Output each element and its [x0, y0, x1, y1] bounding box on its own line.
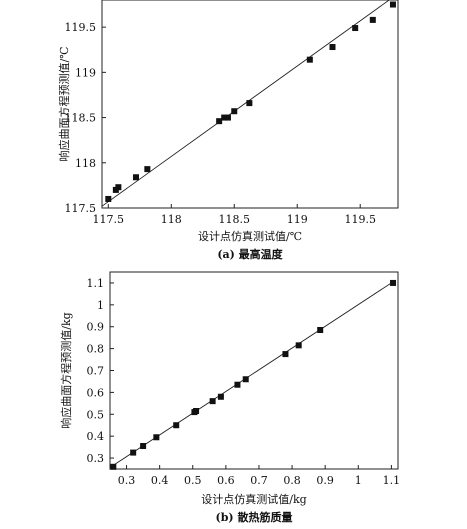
- data-point: [224, 114, 231, 121]
- y-tick-label: 1.1: [87, 277, 105, 290]
- data-point: [221, 114, 228, 121]
- data-point: [110, 463, 117, 470]
- data-point: [246, 100, 253, 107]
- y-tick-label: 0.9: [87, 321, 105, 334]
- x-tick-label: 1: [355, 474, 362, 487]
- y-tick-label: 1: [97, 299, 104, 312]
- y-tick-label: 0.3: [87, 452, 105, 465]
- data-point: [209, 398, 216, 405]
- x-tick-label: 0.6: [217, 474, 235, 487]
- panel-b-heat-sink-fin-mass: 0.3 0.4 0.5 0.6 0.7 0.8 0.9 1 1.1 0.3 0.4 0.5 0.6 0.7…: [59, 271, 401, 524]
- data-point: [295, 342, 302, 349]
- y-tick-label: 118: [75, 157, 96, 170]
- data-point: [242, 376, 249, 383]
- data-point: [234, 381, 241, 388]
- data-point: [115, 184, 122, 191]
- data-point: [130, 449, 137, 456]
- x-tick-label: 119: [287, 213, 308, 226]
- data-point: [306, 56, 313, 63]
- data-point: [389, 1, 396, 8]
- x-tick-label: 0.7: [250, 474, 268, 487]
- y-tick-label: 117.5: [65, 202, 97, 215]
- y-tick-label: 119.5: [65, 21, 97, 34]
- data-point: [352, 25, 359, 32]
- x-tick-label: 0.3: [118, 474, 136, 487]
- x-axis-label: 设计点仿真测试值/kg: [201, 492, 306, 506]
- x-axis-label: 设计点仿真测试值/℃: [198, 229, 302, 243]
- y-tick-label: 0.7: [87, 365, 105, 378]
- y-axis-label: 响应曲面方程预测值/℃: [57, 46, 71, 161]
- y-tick-label: 118.5: [65, 112, 97, 125]
- y-tick-label: 119: [75, 66, 96, 79]
- x-tick-label: 118: [161, 213, 182, 226]
- data-point: [144, 166, 151, 173]
- data-point: [317, 327, 324, 334]
- x-tick-label: 1.1: [383, 474, 401, 487]
- panel-caption: (a) 最高温度: [217, 247, 283, 261]
- panel-caption: (b) 散热筋质量: [216, 510, 293, 524]
- x-tick-label: 117.5: [93, 213, 125, 226]
- data-point: [329, 44, 336, 51]
- x-tick-label: 0.5: [184, 474, 202, 487]
- data-point: [216, 118, 223, 125]
- data-point: [153, 434, 160, 441]
- x-tick-label: 0.8: [283, 474, 301, 487]
- data-point: [193, 407, 200, 414]
- data-point: [369, 16, 376, 23]
- data-point: [105, 195, 112, 202]
- y-axis-label: 响应曲面方程预测值/kg: [59, 312, 73, 428]
- x-tick-label: 0.9: [316, 474, 334, 487]
- data-point: [231, 108, 238, 115]
- y-tick-label: 0.4: [87, 430, 105, 443]
- x-tick-label: 118.5: [219, 213, 251, 226]
- x-tick-label: 0.4: [151, 474, 169, 487]
- y-tick-label: 0.6: [87, 386, 105, 399]
- y-tick-label: 0.5: [87, 408, 105, 421]
- panel-a-max-temperature: 117.5 118 118.5 119 119.5 117.5 118 118.5 119 119…: [57, 0, 399, 261]
- data-point: [390, 279, 397, 286]
- data-point: [133, 174, 140, 181]
- data-point: [217, 393, 224, 400]
- y-tick-label: 0.8: [87, 343, 105, 356]
- data-point: [282, 351, 289, 358]
- plot-frame: [101, 0, 399, 209]
- data-point: [173, 422, 180, 429]
- data-point: [140, 443, 147, 450]
- x-tick-label: 119.5: [344, 213, 376, 226]
